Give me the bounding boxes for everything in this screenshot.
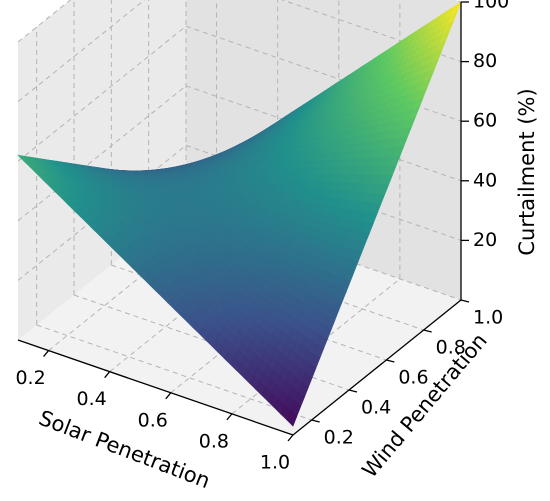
z-tick-label: 60 (473, 110, 497, 132)
x-tick-mark (287, 434, 294, 442)
x-axis-line (17, 339, 294, 436)
z-tick-label: 40 (473, 169, 497, 191)
grid-line-z (281, 0, 462, 63)
y-tick-mark (423, 329, 432, 333)
surface-face (286, 409, 298, 427)
y-axis-line (292, 299, 462, 436)
y-tick-mark (311, 419, 320, 423)
z-tick-label: 100 (473, 0, 509, 13)
y-tick-mark (386, 359, 395, 363)
grid-line-z (185, 25, 462, 122)
x-tick-label: 1.0 (260, 452, 290, 474)
axis-lines (17, 1, 470, 442)
y-tick-mark (348, 389, 358, 393)
y-tick-label: 0.4 (361, 397, 391, 419)
x-tick-mark (104, 371, 111, 379)
y-tick-mark (460, 299, 470, 303)
surface-mesh (17, 1, 462, 427)
y-tick-label: 1.0 (473, 307, 503, 329)
x-tick-label: 0.8 (199, 430, 229, 452)
x-tick-label: 0.2 (15, 367, 45, 389)
x-tick-label: 0.4 (77, 388, 107, 410)
grid-line-y (36, 324, 312, 421)
y-tick-label: 0.8 (436, 337, 466, 359)
z-tick-label: 20 (473, 229, 497, 251)
z-tick-label: 80 (473, 50, 497, 72)
x-tick-label: 0.6 (138, 409, 168, 431)
y-tick-label: 0.2 (324, 427, 354, 449)
x-tick-mark (165, 392, 172, 400)
tick-labels: 0.2 0.4 0.6 0.8 1.0 0.2 0.4 0.6 0.8 1.0 20 40 60 80 10… (15, 0, 509, 474)
x-axis-label: Solar Penetration (36, 406, 214, 493)
z-axis-label: Curtailment (%) (515, 88, 539, 255)
x-tick-mark (43, 350, 50, 357)
y-tick-label: 0.6 (398, 367, 428, 389)
x-tick-mark (226, 413, 233, 421)
